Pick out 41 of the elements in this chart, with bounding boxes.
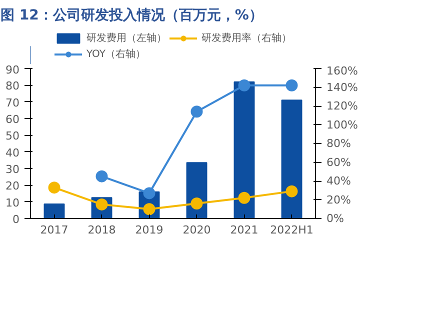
y2-tick-label: 80% — [326, 137, 351, 150]
y-tick-label: 0 — [12, 213, 20, 226]
point — [238, 79, 250, 92]
point — [48, 182, 60, 194]
y-tick-label: 40 — [6, 146, 20, 160]
legend-label: 研发费用（左轴） — [86, 32, 166, 45]
y2-tick-label: 0% — [326, 212, 344, 225]
y-tick-label: 90 — [6, 64, 20, 76]
y2-tick-label: 60% — [326, 156, 351, 169]
point — [143, 187, 156, 200]
chart-title: 图 12：公司研发投入情况（百万元，%） — [0, 8, 263, 24]
y-tick-label: 20 — [6, 180, 20, 193]
y2-tick-label: 120% — [326, 100, 358, 112]
point — [286, 185, 298, 198]
legend-label: 研发费用率（右轴） — [202, 32, 292, 45]
x-tick-label: 2022H1 — [270, 224, 314, 236]
point — [238, 192, 250, 204]
x-tick-label: 2019 — [135, 224, 164, 236]
legend-label: YOY（右轴） — [86, 48, 146, 61]
y-tick-label: 30 — [6, 163, 20, 176]
point — [190, 198, 203, 210]
bar — [44, 204, 65, 218]
y2-tick-label: 40% — [326, 174, 351, 188]
point — [286, 79, 298, 92]
bar — [281, 100, 302, 218]
y2-tick-label: 140% — [326, 80, 358, 94]
y-tick-label: 10 — [6, 196, 20, 210]
x-tick-label: 2021 — [230, 224, 258, 236]
x-tick-label: 2017 — [40, 224, 68, 236]
y-tick-label: 60 — [6, 113, 20, 126]
y2-tick-label: 160% — [326, 64, 358, 78]
y2-tick-label: 20% — [326, 193, 351, 206]
point — [190, 106, 203, 118]
y-tick-label: 80 — [6, 80, 20, 93]
x-tick-label: 2018 — [88, 224, 116, 236]
bar — [234, 81, 255, 218]
y-tick-label: 50 — [6, 130, 20, 143]
y2-tick-label: 100% — [326, 118, 358, 132]
point — [96, 170, 108, 182]
x-tick-label: 2020 — [182, 224, 211, 236]
y-tick-label: 70 — [6, 96, 20, 110]
